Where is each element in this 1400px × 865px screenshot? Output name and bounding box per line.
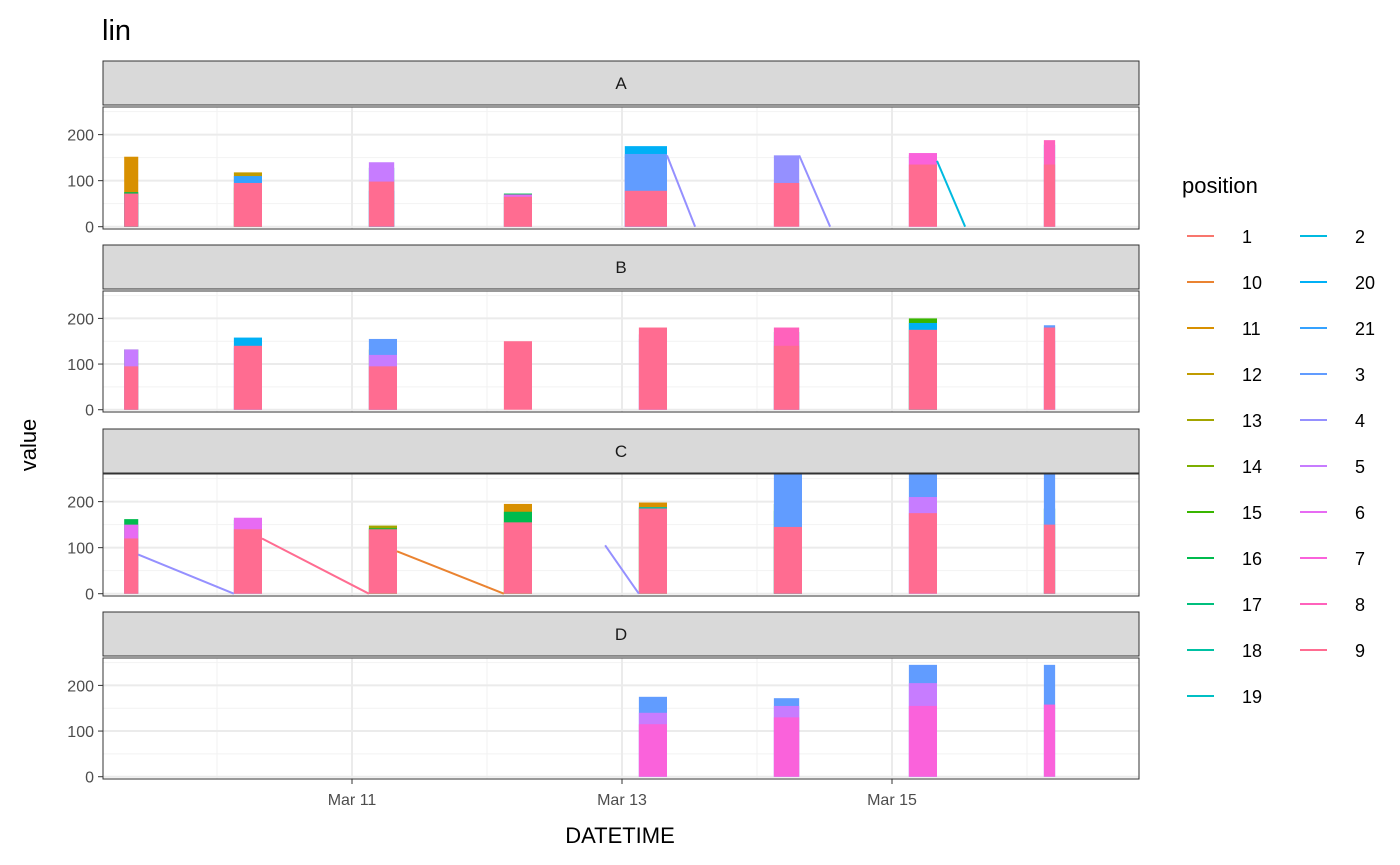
legend-label-4: 4 bbox=[1355, 411, 1365, 431]
series-9-block bbox=[1043, 524, 1056, 594]
series-9-block bbox=[503, 196, 532, 227]
facet-panel-C: C 0 100 200 bbox=[67, 428, 1140, 604]
series-9-block bbox=[233, 182, 262, 227]
y-tick-label: 100 bbox=[67, 541, 94, 558]
series-9-block bbox=[1043, 327, 1056, 410]
panel-data bbox=[638, 664, 1056, 777]
series-4-line bbox=[666, 154, 697, 228]
legend-label-2: 2 bbox=[1355, 227, 1365, 247]
y-tick-label: 0 bbox=[85, 403, 94, 420]
legend-label-16: 16 bbox=[1242, 549, 1262, 569]
facet-strip-label: D bbox=[615, 625, 627, 644]
legend-label-11: 11 bbox=[1242, 319, 1261, 339]
y-tick-label: 0 bbox=[85, 770, 94, 787]
legend-label-20: 20 bbox=[1355, 273, 1375, 293]
series-9-block bbox=[773, 182, 800, 227]
legend-label-10: 10 bbox=[1242, 273, 1262, 293]
facet-panel-D: D 0 100 200 bbox=[67, 611, 1140, 787]
series-7-block bbox=[773, 717, 800, 777]
x-axis: Mar 11 Mar 13 Mar 15 bbox=[328, 779, 917, 809]
legend-label-19: 19 bbox=[1242, 687, 1262, 707]
panel-border bbox=[102, 473, 1140, 597]
y-tick-label: 200 bbox=[67, 128, 94, 145]
legend-label-3: 3 bbox=[1355, 365, 1365, 385]
series-9-block bbox=[638, 327, 667, 410]
facet-strip-label: A bbox=[615, 74, 627, 93]
facet-strip bbox=[102, 60, 1140, 106]
plot-title: lin bbox=[102, 15, 131, 47]
x-tick-label: Mar 13 bbox=[597, 792, 647, 809]
series-4-line bbox=[798, 154, 832, 228]
y-tick-label: 100 bbox=[67, 174, 94, 191]
series-4-line bbox=[137, 553, 235, 595]
legend: position 1 10 11 12 13 14 15 16 17 18 19 2 20 21 3 4 5 6 7… bbox=[1182, 173, 1375, 707]
series-9-block bbox=[773, 526, 802, 594]
facet-strip-label: B bbox=[615, 258, 626, 277]
series-9-block bbox=[503, 341, 532, 410]
y-tick-label: 200 bbox=[67, 311, 94, 328]
facet-panel-A: A 0 100 200 bbox=[67, 60, 1140, 237]
series-10-line bbox=[396, 550, 505, 595]
legend-label-1: 1 bbox=[1242, 227, 1252, 247]
series-7-block bbox=[908, 705, 937, 777]
panel-data bbox=[124, 140, 1056, 228]
series-9-block bbox=[368, 181, 395, 227]
series-9-block bbox=[638, 508, 667, 594]
series-9-block bbox=[908, 513, 937, 594]
series-9-block bbox=[124, 366, 139, 410]
y-tick-label: 200 bbox=[67, 678, 94, 695]
series-9-block bbox=[233, 529, 262, 594]
y-tick-label: 200 bbox=[67, 495, 94, 512]
y-tick-label: 100 bbox=[67, 357, 94, 374]
series-7-block bbox=[638, 724, 667, 777]
panel-border bbox=[102, 657, 1140, 780]
panel-border bbox=[102, 290, 1140, 413]
legend-label-7: 7 bbox=[1355, 549, 1365, 569]
series-9-block bbox=[908, 164, 937, 227]
y-tick-label: 100 bbox=[67, 724, 94, 741]
panel-border bbox=[102, 106, 1140, 230]
series-4-line bbox=[604, 544, 640, 595]
series-9-block bbox=[124, 538, 139, 594]
x-tick-label: Mar 11 bbox=[328, 792, 377, 809]
legend-label-18: 18 bbox=[1242, 641, 1262, 661]
legend-label-13: 13 bbox=[1242, 411, 1262, 431]
legend-label-14: 14 bbox=[1242, 457, 1262, 477]
series-9-block bbox=[368, 366, 397, 410]
series-9-block bbox=[773, 345, 800, 410]
x-axis-title: DATETIME bbox=[565, 823, 675, 848]
series-9-block bbox=[503, 522, 532, 594]
legend-label-15: 15 bbox=[1242, 503, 1262, 523]
series-9-block bbox=[233, 345, 262, 410]
facet-panels: A 0 100 200 B 0 100 200 C 0 100 200 D 0 100 200 bbox=[67, 60, 1140, 787]
legend-label-6: 6 bbox=[1355, 503, 1365, 523]
facet-strip-label: C bbox=[615, 442, 627, 461]
legend-label-21: 21 bbox=[1355, 319, 1375, 339]
legend-label-17: 17 bbox=[1242, 595, 1262, 615]
y-axis-title: value bbox=[16, 419, 41, 472]
facet-strip bbox=[102, 428, 1140, 474]
series-9-block bbox=[1043, 164, 1056, 227]
series-9-block bbox=[908, 329, 937, 410]
series-9-line bbox=[261, 537, 370, 595]
series-7-block bbox=[1043, 704, 1056, 777]
x-tick-label: Mar 15 bbox=[867, 792, 917, 809]
legend-title: position bbox=[1182, 173, 1258, 198]
facet-strip bbox=[102, 244, 1140, 290]
series-9-block bbox=[368, 529, 397, 594]
facet-panel-B: B 0 100 200 bbox=[67, 244, 1140, 420]
panel-data bbox=[124, 474, 1056, 595]
y-tick-label: 0 bbox=[85, 220, 94, 237]
legend-label-5: 5 bbox=[1355, 457, 1365, 477]
y-tick-label: 0 bbox=[85, 587, 94, 604]
facet-strip bbox=[102, 611, 1140, 657]
series-9-block bbox=[624, 190, 667, 227]
legend-label-9: 9 bbox=[1355, 641, 1365, 661]
panel-data bbox=[124, 318, 1056, 410]
series-2-line bbox=[936, 160, 967, 228]
legend-label-8: 8 bbox=[1355, 595, 1365, 615]
legend-label-12: 12 bbox=[1242, 365, 1262, 385]
series-9-block bbox=[124, 193, 139, 227]
